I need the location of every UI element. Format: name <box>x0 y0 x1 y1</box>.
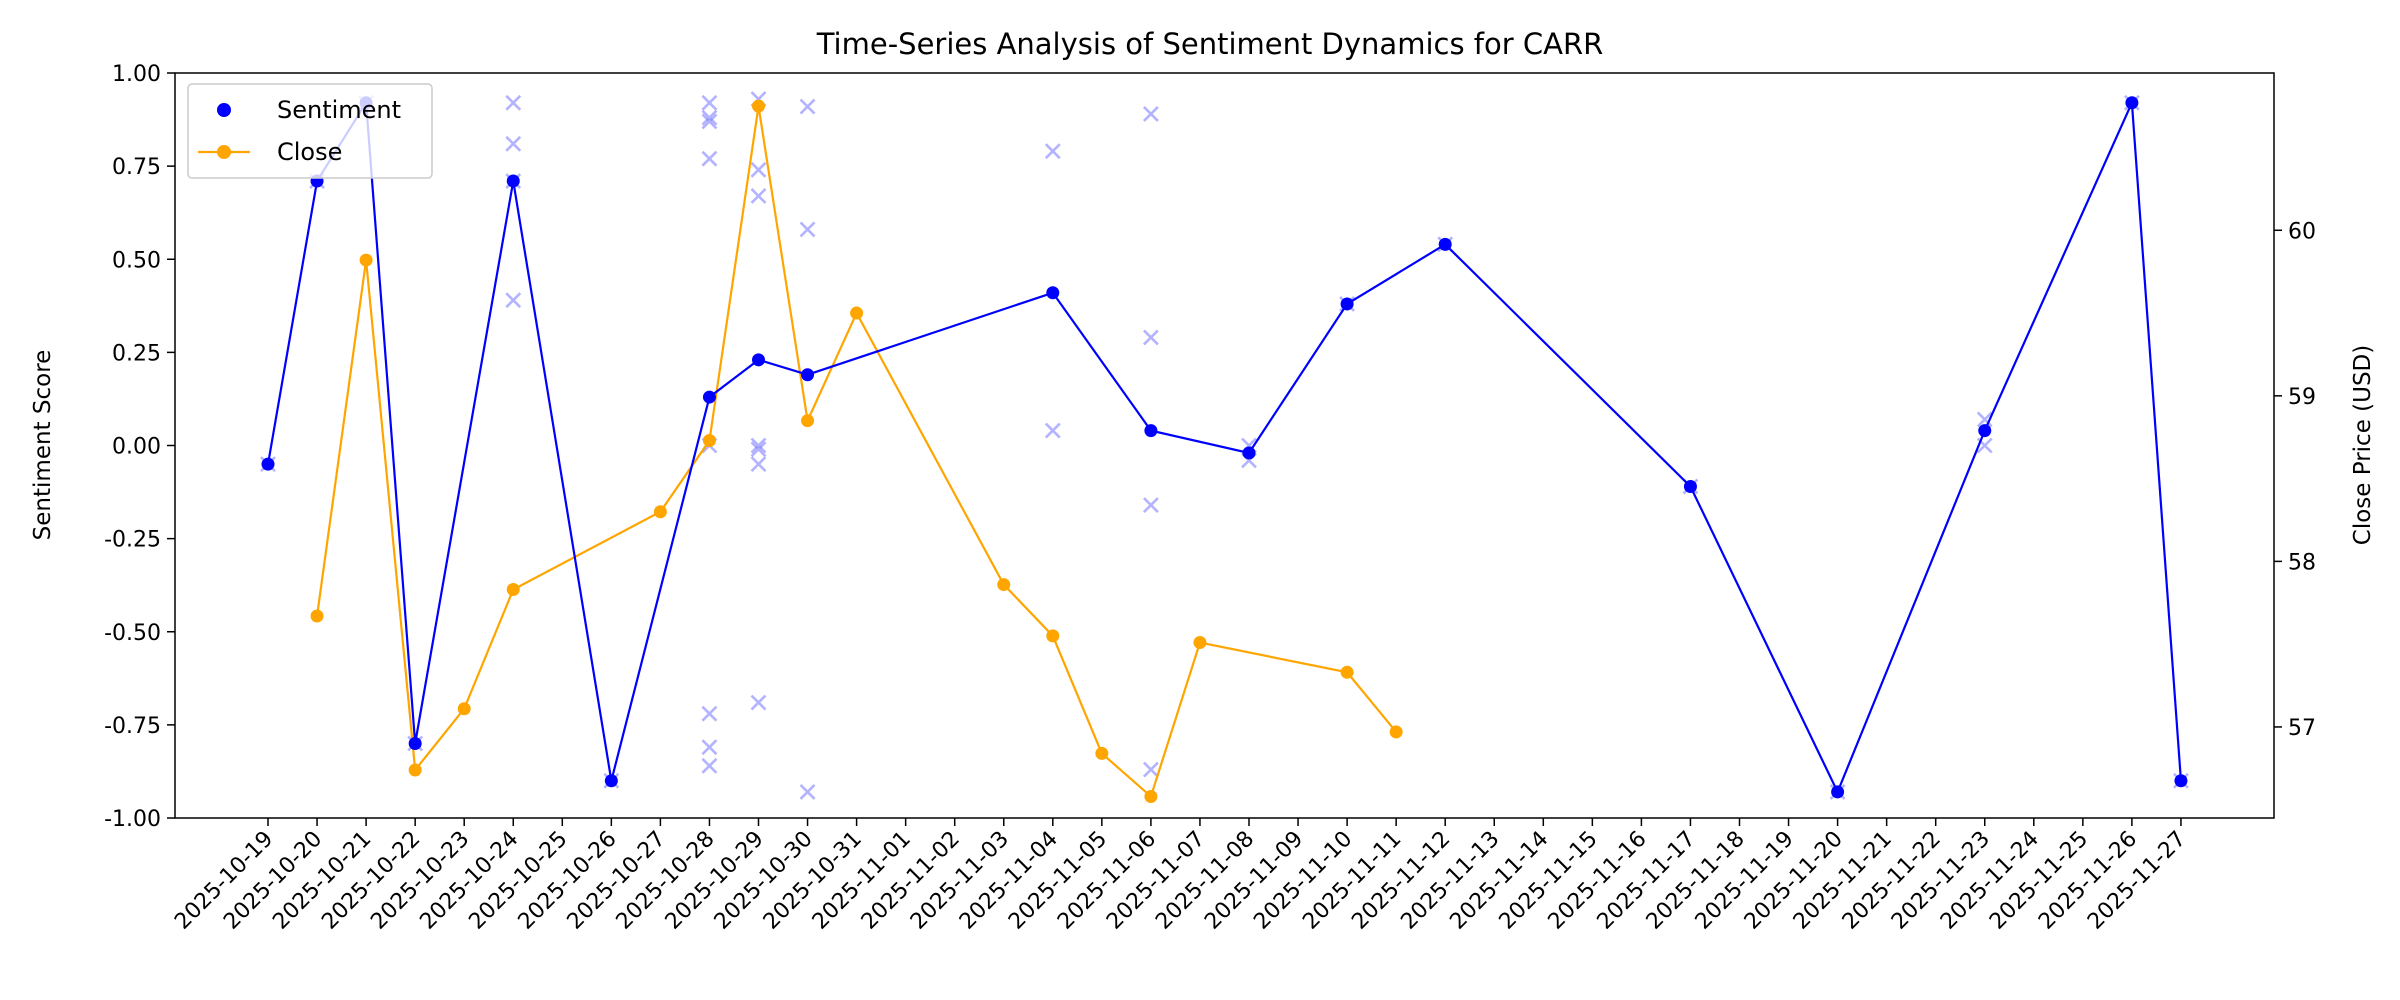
y-tick-label: 0.25 <box>112 341 161 366</box>
sentiment-point <box>506 174 520 188</box>
raw-sentiment-marker <box>701 94 718 111</box>
y2-tick-label: 58 <box>2288 550 2316 575</box>
close-point <box>457 702 471 716</box>
raw-sentiment-marker <box>799 784 816 800</box>
close-point <box>1389 725 1403 739</box>
plot-area <box>175 73 2274 818</box>
sentiment-point <box>2174 774 2188 788</box>
sentiment-point <box>1831 785 1845 799</box>
left-y-axis: -1.00 -0.75 -0.50 -0.25 0.00 0.25 0.50 0.75 1.00 <box>104 62 175 832</box>
raw-sentiment-marker <box>750 456 767 473</box>
y2-axis-label: Close Price (USD) <box>2350 345 2376 545</box>
y-tick-label: -0.50 <box>104 621 161 646</box>
close-point <box>801 414 815 428</box>
raw-sentiment-marker <box>505 292 522 309</box>
y-tick-label: 0.75 <box>112 155 161 180</box>
y-tick-label: 0.50 <box>112 248 161 273</box>
close-point <box>310 609 324 623</box>
sentiment-point <box>1144 424 1158 438</box>
sentiment-point <box>1340 297 1354 311</box>
raw-sentiment-marker <box>1142 106 1159 122</box>
close-point <box>653 505 667 519</box>
raw-sentiment-marker <box>701 757 718 774</box>
y2-tick-label: 60 <box>2288 219 2316 244</box>
close-point <box>1144 789 1158 803</box>
raw-sentiment-marker <box>1044 143 1061 160</box>
raw-sentiment-marker <box>1044 422 1061 439</box>
raw-sentiment-marker <box>750 188 767 204</box>
raw-sentiment-marker <box>1142 761 1159 778</box>
sentiment-point <box>1438 237 1452 251</box>
raw-sentiment-marker <box>750 161 767 178</box>
y-tick-label: -0.25 <box>104 528 161 553</box>
y-tick-label: 1.00 <box>112 62 161 87</box>
y-tick-label: -0.75 <box>104 714 161 739</box>
raw-sentiment-marker <box>750 437 767 454</box>
close-point <box>1095 746 1109 760</box>
raw-sentiment-marker <box>1976 411 1993 428</box>
raw-sentiment-marker <box>505 94 522 111</box>
raw-sentiment-marker <box>750 441 767 458</box>
close-point <box>408 763 422 777</box>
raw-sentiment-marker <box>799 221 816 238</box>
chart-title: Time-Series Analysis of Sentiment Dynami… <box>816 27 1604 61</box>
sentiment-point <box>261 457 275 471</box>
legend-close-label: Close <box>277 138 342 166</box>
sentiment-point <box>801 368 815 382</box>
sentiment-point <box>1978 424 1992 438</box>
sentiment-point <box>2125 96 2139 110</box>
close-series <box>310 99 1403 803</box>
y2-tick-label: 59 <box>2288 385 2316 410</box>
raw-sentiment-marker <box>799 98 816 115</box>
raw-sentiment-marker <box>1142 329 1159 346</box>
sentiment-point <box>604 774 618 788</box>
raw-sentiment-marker <box>505 135 522 152</box>
y-axis-label: Sentiment Score <box>30 350 56 541</box>
sentiment-point <box>408 737 422 750</box>
right-y-axis: 57 58 59 60 <box>2274 219 2316 741</box>
close-point <box>1046 629 1060 643</box>
legend: Sentiment Close <box>187 83 433 179</box>
close-point <box>702 434 716 448</box>
raw-sentiment-marker <box>701 109 718 126</box>
y-tick-label: 0.00 <box>112 435 161 460</box>
sentiment-point <box>752 353 765 367</box>
legend-sentiment-marker <box>217 103 231 117</box>
close-point <box>850 306 864 320</box>
raw-sentiment-marker <box>1142 497 1159 514</box>
close-point <box>1340 665 1354 679</box>
close-point <box>506 583 520 597</box>
sentiment-point <box>1046 286 1060 300</box>
raw-sentiment-marker <box>701 739 718 756</box>
legend-close-marker <box>217 145 231 159</box>
close-point <box>752 99 765 113</box>
sentiment-point <box>702 390 716 404</box>
raw-sentiment-marker <box>701 150 718 167</box>
raw-sentiment-marker <box>701 113 718 130</box>
y2-tick-label: 57 <box>2288 716 2316 741</box>
sentiment-point <box>1683 479 1697 493</box>
close-point <box>359 253 373 267</box>
sentiment-point <box>1242 446 1256 460</box>
legend-sentiment-label: Sentiment <box>277 96 401 124</box>
close-point <box>1193 636 1207 650</box>
legend-box <box>187 83 433 179</box>
raw-sentiment-marker <box>750 694 767 711</box>
close-point <box>997 578 1011 592</box>
y-tick-label: -1.00 <box>104 807 161 832</box>
raw-sentiment-marker <box>701 705 718 722</box>
